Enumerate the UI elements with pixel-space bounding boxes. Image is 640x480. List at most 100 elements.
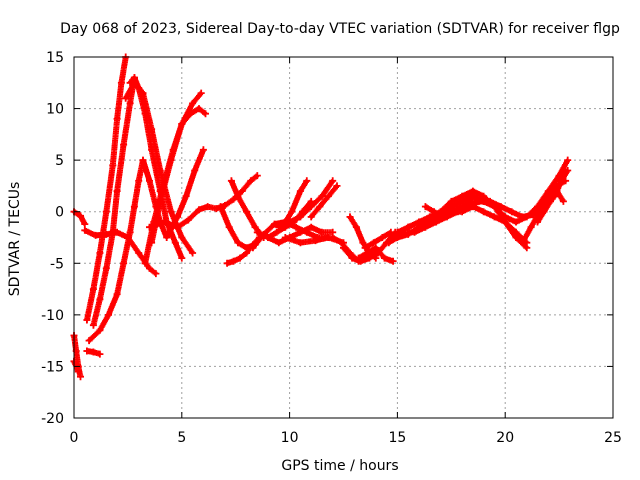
data-point (135, 249, 143, 257)
data-point (163, 234, 171, 241)
data-point (303, 177, 311, 185)
data-point (189, 99, 197, 107)
data-point (273, 228, 281, 236)
data-point (77, 373, 84, 381)
data-point (230, 257, 237, 265)
data-point (102, 230, 110, 238)
series-arc-12 (148, 89, 205, 247)
data-point (469, 187, 477, 195)
data-point (156, 197, 164, 205)
data-point (89, 285, 97, 293)
data-trace-segment (120, 102, 133, 148)
data-point (348, 254, 356, 262)
data-point (439, 213, 447, 221)
data-point (333, 182, 341, 190)
series-arc-4 (83, 347, 104, 358)
data-point (316, 203, 324, 211)
data-point (83, 316, 91, 324)
data-point (512, 228, 520, 236)
data-point (411, 228, 419, 236)
data-point (544, 197, 552, 205)
data-point (105, 311, 112, 319)
data-point (508, 208, 516, 216)
data-point (174, 223, 181, 231)
data-point (89, 348, 97, 356)
data-point (167, 156, 175, 164)
data-point (288, 208, 296, 216)
data-point (370, 239, 378, 247)
data-point (538, 208, 546, 216)
data-point (182, 192, 190, 200)
data-point (296, 187, 304, 195)
data-point (281, 234, 289, 241)
series-arc-15 (223, 234, 263, 267)
data-point (234, 192, 242, 200)
data-point (355, 254, 363, 262)
data-trace-segment (114, 81, 125, 122)
data-point (117, 79, 125, 87)
data-point (286, 218, 294, 226)
data-point (296, 213, 304, 221)
y-tick-label: 15 (46, 50, 64, 66)
data-point (81, 226, 89, 234)
data-point (74, 368, 82, 376)
data-point (264, 234, 272, 241)
data-point (102, 264, 110, 272)
data-point (113, 115, 121, 123)
data-point (120, 141, 128, 149)
data-point (141, 259, 149, 267)
data-point (296, 228, 304, 236)
data-point (139, 156, 147, 164)
data-point (130, 79, 138, 87)
data-point (251, 223, 259, 231)
data-point (430, 208, 438, 216)
data-point (178, 254, 186, 262)
y-tick-label: 5 (55, 153, 64, 169)
data-point (199, 146, 207, 154)
data-point (146, 223, 153, 231)
data-point (559, 197, 567, 205)
series-arc-5 (83, 53, 130, 324)
series-arc-34 (421, 203, 447, 221)
data-point (512, 218, 520, 226)
data-point (243, 249, 250, 257)
data-point (340, 244, 347, 252)
data-point (404, 223, 412, 231)
data-point (227, 177, 235, 185)
data-point (387, 228, 395, 236)
data-point (296, 239, 304, 247)
data-point (85, 337, 93, 345)
data-point (352, 223, 360, 231)
data-layer (70, 53, 572, 381)
data-point (156, 167, 164, 174)
data-point (122, 94, 130, 102)
data-point (426, 218, 434, 226)
data-point (113, 228, 121, 236)
x-tick-label: 15 (388, 430, 406, 446)
data-point (223, 259, 231, 267)
data-point (415, 218, 423, 226)
data-point (501, 218, 509, 226)
data-trace-segment (118, 55, 129, 86)
y-axis-label: SDTVAR / TECUs (7, 182, 23, 297)
data-trace-segment (114, 262, 127, 298)
data-point (130, 203, 138, 211)
data-point (372, 244, 380, 252)
series-arc-22 (307, 182, 341, 221)
data-point (329, 234, 337, 241)
series-arc-1 (70, 208, 89, 228)
y-tick-label: 10 (46, 102, 64, 118)
data-point (102, 208, 110, 216)
data-point (139, 89, 147, 97)
data-trace-segment (127, 205, 138, 236)
data-point (458, 208, 466, 216)
data-point (359, 239, 367, 247)
y-tick-label: -5 (50, 256, 64, 272)
x-tick-label: 0 (70, 430, 79, 446)
data-point (195, 206, 203, 214)
series-arc-13 (146, 172, 261, 231)
data-point (217, 203, 225, 211)
data-point (126, 228, 134, 236)
y-tick-label: 0 (55, 205, 64, 221)
